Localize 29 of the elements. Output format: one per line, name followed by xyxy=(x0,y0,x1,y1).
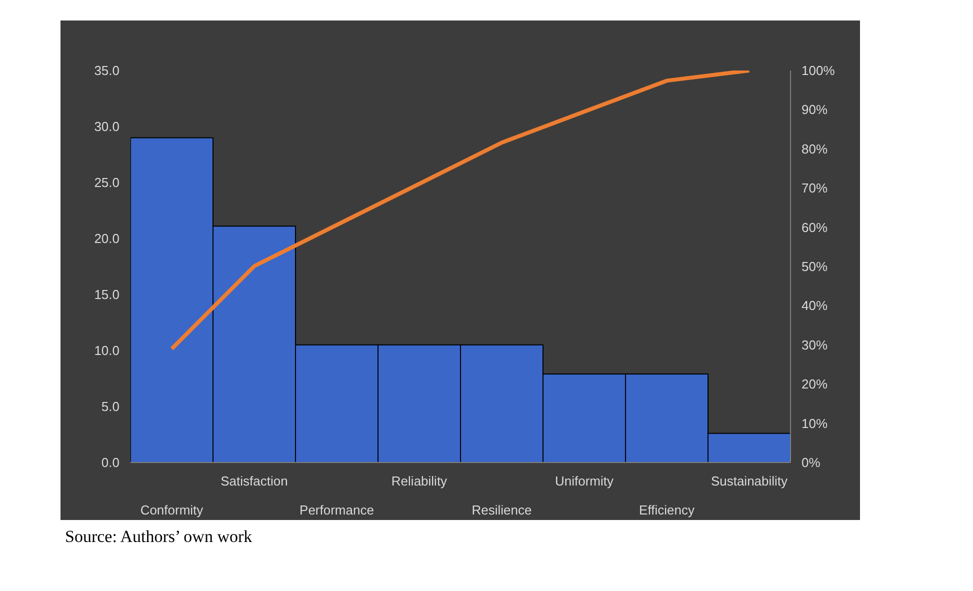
x-tick-label: Sustainability xyxy=(710,474,788,488)
y-tick-label: 0.0 xyxy=(101,455,120,470)
y2-tick-label: 30% xyxy=(802,337,828,352)
y2-tick-label: 70% xyxy=(802,180,828,196)
x-tick-label: Conformity xyxy=(140,502,204,518)
line-series xyxy=(170,70,752,351)
x-tick-label: Satisfaction xyxy=(220,474,288,488)
y-tick-label: 5.0 xyxy=(101,399,120,414)
y-tick-label: 10.0 xyxy=(94,343,120,358)
y-tick-label: 15.0 xyxy=(94,287,120,302)
y-tick-label: 35.0 xyxy=(94,63,120,78)
x-tick-label: Reliability xyxy=(391,474,448,488)
y2-tick-label: 60% xyxy=(802,220,828,235)
y-tick-label: 25.0 xyxy=(94,175,120,190)
x-tick-label: Efficiency xyxy=(639,502,695,518)
y-tick-label: 30.0 xyxy=(94,119,120,134)
y2-tick-label: 100% xyxy=(802,63,836,78)
y2-tick-label: 40% xyxy=(802,298,828,314)
x-tick-label: Performance xyxy=(300,502,374,518)
y2-tick-label: 80% xyxy=(802,141,828,156)
x-tick-label: Uniformity xyxy=(554,474,614,488)
y2-tick-label: 10% xyxy=(802,416,828,431)
y-tick-label: 20.0 xyxy=(94,231,120,246)
y2-tick-label: 20% xyxy=(802,376,828,392)
y2-tick-label: 50% xyxy=(802,259,828,274)
x-tick-label: Resilience xyxy=(472,502,532,518)
y2-tick-label: 90% xyxy=(802,102,828,118)
source-note: Source: Authors’ own work xyxy=(65,526,252,548)
y2-tick-label: 0% xyxy=(802,455,821,470)
